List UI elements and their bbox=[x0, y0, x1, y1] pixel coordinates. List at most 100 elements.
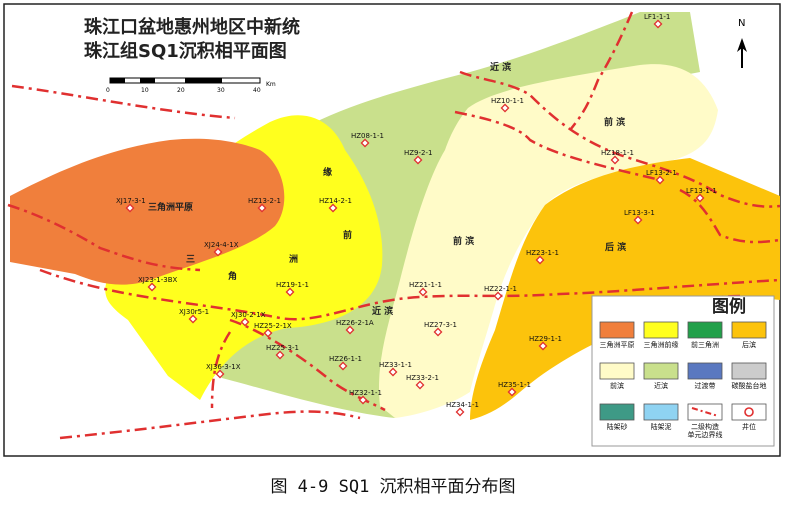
scale-tick: 20 bbox=[177, 87, 185, 94]
well-marker[interactable]: XJ23-1-3BX bbox=[138, 276, 178, 292]
well-label: LF1-1-1 bbox=[644, 13, 670, 21]
well-marker[interactable]: HZ29-1-1 bbox=[529, 335, 562, 351]
well-symbol-icon bbox=[328, 203, 338, 213]
well-marker[interactable]: HZ13-2-1 bbox=[248, 197, 281, 213]
well-symbol-icon bbox=[507, 387, 517, 397]
legend-label: 二级构造 bbox=[691, 422, 719, 431]
well-label: HZ34-1-1 bbox=[446, 401, 479, 409]
well-marker[interactable]: HZ25-2-1X bbox=[254, 322, 292, 338]
well-label: XJ36-3-1X bbox=[206, 363, 241, 371]
well-marker[interactable]: HZ9-2-1 bbox=[404, 149, 432, 165]
well-marker[interactable]: HZ27-3-1 bbox=[424, 321, 457, 337]
well-marker[interactable]: HZ32-1-1 bbox=[349, 389, 382, 405]
well-marker[interactable]: LF1-1-1 bbox=[644, 13, 670, 29]
well-symbol-icon bbox=[538, 341, 548, 351]
well-marker[interactable]: HZ19-1-1 bbox=[276, 281, 309, 297]
well-marker[interactable]: HZ21-1-1 bbox=[409, 281, 442, 297]
well-marker[interactable]: XJ36-3-1X bbox=[206, 363, 241, 379]
legend-label: 前三角洲 bbox=[691, 340, 719, 349]
scale-tick: 30 bbox=[217, 87, 225, 94]
well-label: XJ30-2-1X bbox=[231, 311, 266, 319]
well-marker[interactable]: HZ08-1-1 bbox=[351, 132, 384, 148]
map-title-line2: 珠江组SQ1沉积相平面图 bbox=[84, 40, 287, 62]
legend-item: 井位 bbox=[731, 403, 767, 431]
well-marker[interactable]: HZ25-3-1 bbox=[266, 344, 299, 360]
well-marker[interactable]: XJ17-3-1 bbox=[116, 197, 146, 213]
legend-label: 井位 bbox=[742, 422, 756, 431]
legend-label: 近滨 bbox=[654, 381, 668, 390]
legend-swatch bbox=[687, 321, 723, 339]
legend-item: 陆架砂 bbox=[599, 403, 635, 431]
legend-label: 陆架砂 bbox=[607, 422, 628, 431]
legend-swatch bbox=[599, 362, 635, 380]
well-label: HZ9-2-1 bbox=[404, 149, 432, 157]
boundary-line-e bbox=[454, 110, 661, 182]
well-symbol-icon bbox=[285, 287, 295, 297]
well-symbol-icon bbox=[433, 327, 443, 337]
well-circle-icon bbox=[744, 407, 754, 417]
well-marker[interactable]: XJ30r5-1 bbox=[179, 308, 209, 324]
well-marker[interactable]: XJ24-4-1X bbox=[204, 241, 239, 257]
well-marker[interactable]: HZ33-2-1 bbox=[406, 374, 439, 390]
well-marker[interactable]: XJ30-2-1X bbox=[231, 311, 266, 327]
well-label: HZ33-1-1 bbox=[379, 361, 412, 369]
well-symbol-icon bbox=[535, 255, 545, 265]
facies-label-foreshore: 前 滨 bbox=[604, 116, 625, 128]
facies-label-nearshore: 近 滨 bbox=[490, 61, 511, 73]
legend-swatch bbox=[731, 362, 767, 380]
legend-swatch bbox=[643, 321, 679, 339]
well-symbol-icon bbox=[358, 395, 368, 405]
well-marker[interactable]: HZ14-2-1 bbox=[319, 197, 352, 213]
scale-unit: Km bbox=[266, 81, 276, 88]
well-symbol-icon bbox=[257, 203, 267, 213]
well-marker[interactable]: HZ33-1-1 bbox=[379, 361, 412, 377]
legend-label: 碳酸盐台地 bbox=[732, 381, 767, 390]
boundary-line-b bbox=[7, 203, 201, 272]
well-symbol-icon bbox=[360, 138, 370, 148]
legend-title: 图例 bbox=[712, 296, 746, 317]
legend-swatch bbox=[643, 362, 679, 380]
facies-label: 缘 bbox=[323, 166, 332, 178]
well-label: HZ27-3-1 bbox=[424, 321, 457, 329]
well-label: HZ26-2-1A bbox=[336, 319, 374, 327]
well-label: HZ35-1-1 bbox=[498, 381, 531, 389]
legend-label: 三角洲平原 bbox=[600, 340, 635, 349]
well-marker[interactable]: HZ26-2-1A bbox=[336, 319, 374, 335]
well-marker[interactable]: HZ23-1-1 bbox=[526, 249, 559, 265]
legend-label: 前滨 bbox=[610, 381, 624, 390]
legend-swatch bbox=[599, 403, 635, 421]
boundary-line-a bbox=[39, 268, 781, 321]
well-label: HZ25-2-1X bbox=[254, 322, 292, 330]
well-marker[interactable]: HZ34-1-1 bbox=[446, 401, 479, 417]
legend-label: 三角洲前缘 bbox=[644, 340, 679, 349]
well-marker[interactable]: LF13-2-1 bbox=[646, 169, 677, 185]
well-marker[interactable]: LF13-1-1 bbox=[686, 187, 717, 203]
well-marker[interactable]: LF13-3-1 bbox=[624, 209, 655, 225]
well-marker[interactable]: HZ26-1-1 bbox=[329, 355, 362, 371]
legend-item: 三角洲平原 bbox=[599, 321, 635, 349]
legend-item: 后滨 bbox=[731, 321, 767, 349]
well-symbol-icon bbox=[415, 380, 425, 390]
well-label: HZ32-1-1 bbox=[349, 389, 382, 397]
well-symbol-icon bbox=[455, 407, 465, 417]
well-marker[interactable]: HZ35-1-1 bbox=[498, 381, 531, 397]
north-arrow-icon: N bbox=[737, 18, 747, 68]
boundary-line-i bbox=[59, 410, 361, 440]
north-label: N bbox=[738, 18, 745, 29]
boundary-line-g bbox=[229, 318, 386, 412]
well-marker[interactable]: HZ10-1-1 bbox=[491, 97, 524, 113]
legend-swatch bbox=[599, 321, 635, 339]
figure-caption: 图 4-9 SQ1 沉积相平面分布图 bbox=[270, 477, 516, 497]
well-label: HZ23-1-1 bbox=[526, 249, 559, 257]
well-label: HZ25-3-1 bbox=[266, 344, 299, 352]
facies-delta-plain-region bbox=[10, 138, 285, 285]
facies-delta-front-region bbox=[105, 115, 383, 401]
legend-swatch bbox=[687, 362, 723, 380]
well-symbol-icon bbox=[418, 287, 428, 297]
well-marker[interactable]: HZ22-1-1 bbox=[484, 285, 517, 301]
legend-item: 前滨 bbox=[599, 362, 635, 390]
facies-label: 洲 bbox=[289, 254, 298, 265]
well-label: XJ17-3-1 bbox=[116, 197, 146, 205]
well-marker[interactable]: HZ18-1-1 bbox=[601, 149, 634, 165]
